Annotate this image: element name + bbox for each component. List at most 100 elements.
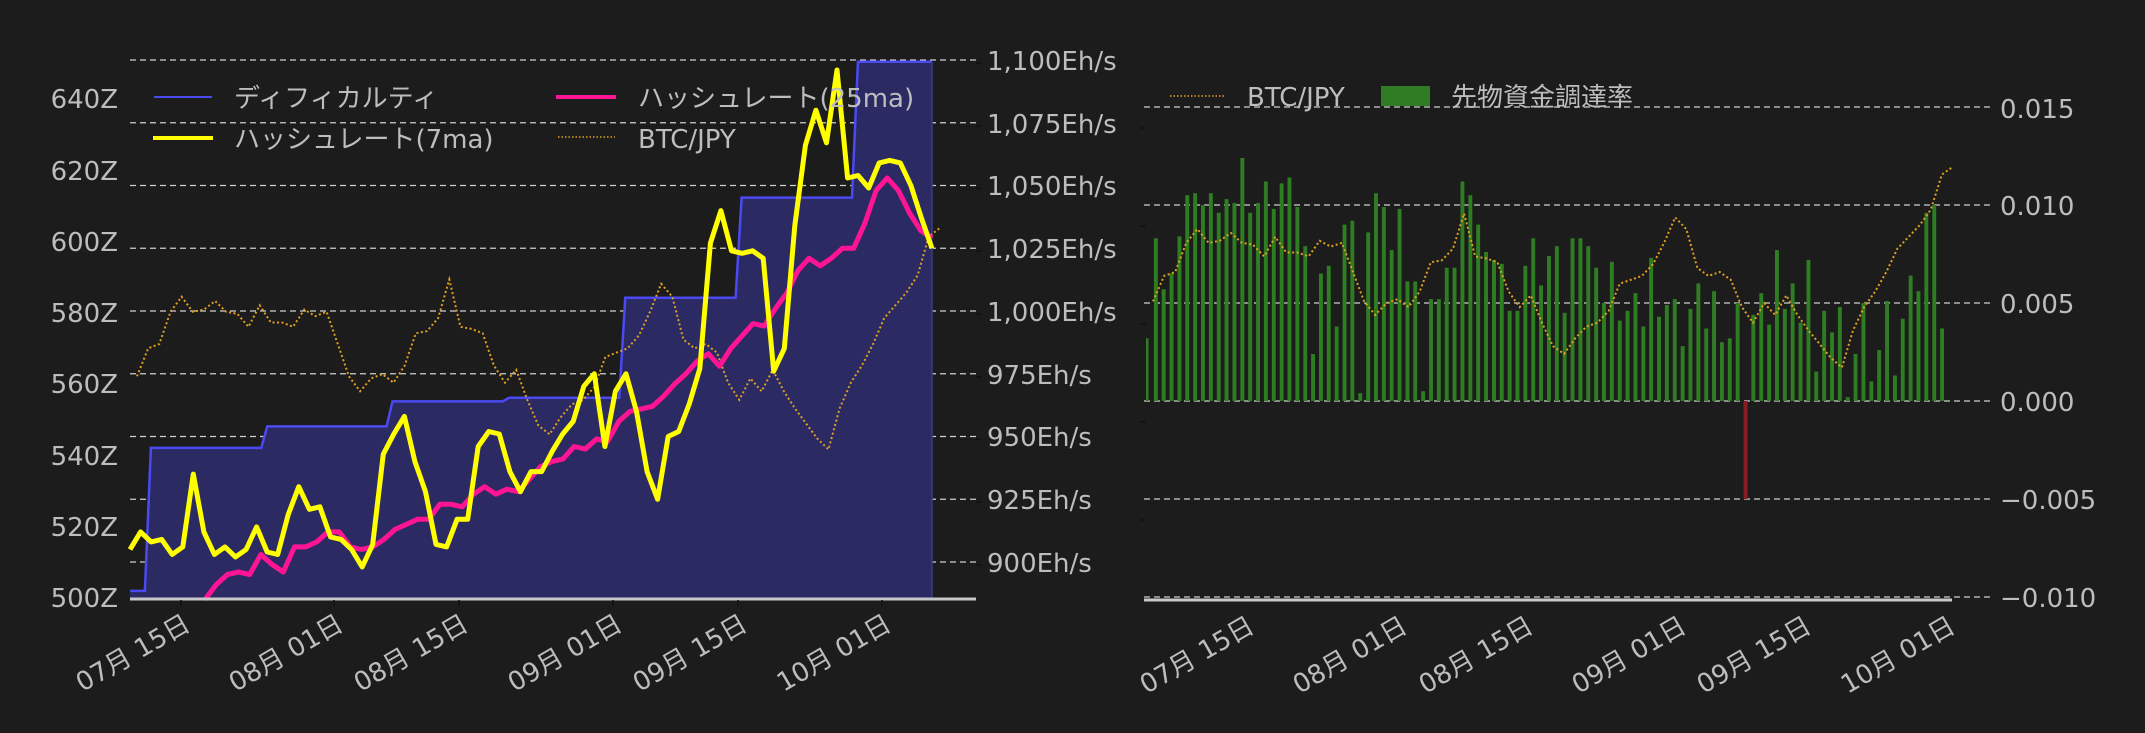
funding-bar — [1594, 267, 1599, 401]
funding-bar — [1759, 293, 1764, 401]
funding-bar — [1806, 259, 1811, 401]
funding-bar — [1531, 238, 1536, 401]
funding-bar — [1916, 291, 1921, 401]
funding-bar — [1782, 308, 1787, 401]
funding-bar — [1814, 371, 1819, 401]
funding-bar — [1908, 275, 1913, 401]
funding-bar — [1492, 259, 1496, 401]
funding-bar — [1429, 299, 1433, 401]
y-left-tick: 520Z — [51, 513, 118, 543]
funding-bar — [1240, 158, 1245, 401]
y-right-tick: 975Eh/s — [987, 361, 1092, 391]
x-tick-label: 10月 01日 — [1836, 611, 1960, 700]
hashrate-7ma-line — [127, 67, 935, 570]
funding-bar — [1169, 273, 1174, 401]
funding-bar — [1539, 285, 1543, 401]
y-right-tick: 1,100Eh/s — [987, 47, 1117, 77]
funding-bar — [1358, 393, 1363, 401]
funding-bar — [1641, 326, 1646, 401]
funding-bar — [1625, 310, 1630, 401]
y-right-tick: −0.005 — [2000, 486, 2096, 516]
funding-bar — [1790, 283, 1795, 401]
funding-bar — [1940, 328, 1944, 401]
funding-bar — [1350, 220, 1355, 401]
funding-bar — [1476, 224, 1481, 401]
funding-bar — [1822, 310, 1827, 401]
y-right-tick: 1,075Eh/s — [987, 110, 1117, 140]
x-tick-label: 08月 01日 — [224, 609, 348, 698]
y-left-tick: 540Z — [51, 442, 118, 472]
funding-bar — [1201, 205, 1205, 401]
btcjpy-line — [1152, 165, 1954, 370]
funding-bar — [1499, 263, 1504, 401]
left-y-axis-labels: 640Z 620Z 600Z 580Z 560Z 540Z 520Z 500Z — [51, 85, 118, 614]
funding-bar — [1295, 207, 1300, 401]
legend-label-btcjpy: BTC/JPY — [638, 125, 736, 155]
funding-bar — [1523, 265, 1528, 401]
funding-bar — [1798, 322, 1803, 401]
funding-bar — [1609, 261, 1614, 401]
funding-bar — [1672, 299, 1677, 401]
funding-bar — [1617, 320, 1622, 401]
funding-bar — [1869, 381, 1874, 401]
funding-bar — [1460, 181, 1465, 401]
funding-bar — [1657, 316, 1661, 401]
left-chart-hashrate-difficulty: 640Z 620Z 600Z 580Z 560Z 540Z 520Z 500Z … — [51, 47, 1117, 698]
funding-bar — [1319, 273, 1323, 401]
funding-bar — [1279, 183, 1284, 401]
y-right-tick: 0.000 — [2000, 388, 2074, 418]
funding-bar — [1161, 289, 1166, 401]
funding-bar — [1664, 305, 1669, 401]
legend-label-hashrate-7ma: ハッシュレート(7ma) — [234, 125, 494, 155]
x-tick-label: 08月 15日 — [1414, 611, 1538, 700]
funding-bar — [1900, 318, 1905, 401]
funding-bar — [1374, 193, 1378, 401]
funding-bar — [1436, 299, 1441, 401]
y-right-tick: 1,050Eh/s — [987, 172, 1117, 202]
x-tick-label: 07月 15日 — [71, 609, 195, 698]
funding-bar — [1444, 267, 1449, 401]
funding-bar — [1688, 308, 1693, 401]
funding-bar — [1381, 207, 1386, 401]
funding-bar — [1861, 303, 1866, 401]
legend-label-difficulty: ディフィカルティ — [234, 84, 438, 114]
x-tick-label: 07月 15日 — [1135, 611, 1259, 700]
funding-bar — [1193, 193, 1198, 401]
funding-bar — [1271, 208, 1276, 401]
y-right-tick: 950Eh/s — [987, 423, 1092, 453]
funding-bar — [1837, 306, 1842, 401]
funding-bar — [1177, 236, 1182, 401]
funding-bar — [1389, 250, 1394, 401]
funding-bar — [1893, 375, 1897, 401]
funding-bar — [1303, 246, 1308, 401]
y-left-tick: 500Z — [51, 584, 118, 614]
legend-label-btcjpy: BTC/JPY — [1247, 83, 1345, 113]
funding-bar — [1334, 326, 1339, 401]
funding-bar — [1326, 265, 1331, 401]
y-left-tick: 600Z — [51, 228, 118, 258]
left-series — [127, 60, 941, 602]
funding-bar — [1680, 346, 1685, 401]
funding-bar — [1845, 397, 1850, 401]
funding-bar — [1397, 208, 1402, 401]
x-tick-label: 09月 01日 — [1567, 611, 1691, 700]
funding-bar — [1775, 250, 1779, 401]
funding-bar — [1712, 291, 1716, 401]
funding-bar — [1743, 401, 1748, 499]
x-tick-label: 10月 01日 — [772, 609, 896, 698]
funding-bar — [1153, 238, 1158, 401]
y-right-tick: 925Eh/s — [987, 486, 1092, 516]
funding-bar — [1602, 303, 1606, 401]
btcjpy-line — [136, 227, 941, 452]
funding-bar — [1146, 338, 1149, 401]
funding-bar — [1633, 293, 1638, 401]
right-x-axis-labels: 07月 15日 08月 01日 08月 15日 09月 01日 09月 15日 … — [1135, 611, 1960, 700]
legend-label-funding: 先物資金調達率 — [1451, 83, 1633, 113]
funding-bar — [1649, 257, 1654, 401]
funding-bar — [1547, 256, 1551, 401]
funding-bar — [1696, 283, 1701, 401]
y-right-tick: 900Eh/s — [987, 549, 1092, 579]
y-right-tick: 0.015 — [2000, 95, 2074, 125]
funding-bar — [1853, 354, 1858, 401]
legend-label-hashrate-25ma: ハッシュレート(25ma) — [638, 84, 914, 114]
